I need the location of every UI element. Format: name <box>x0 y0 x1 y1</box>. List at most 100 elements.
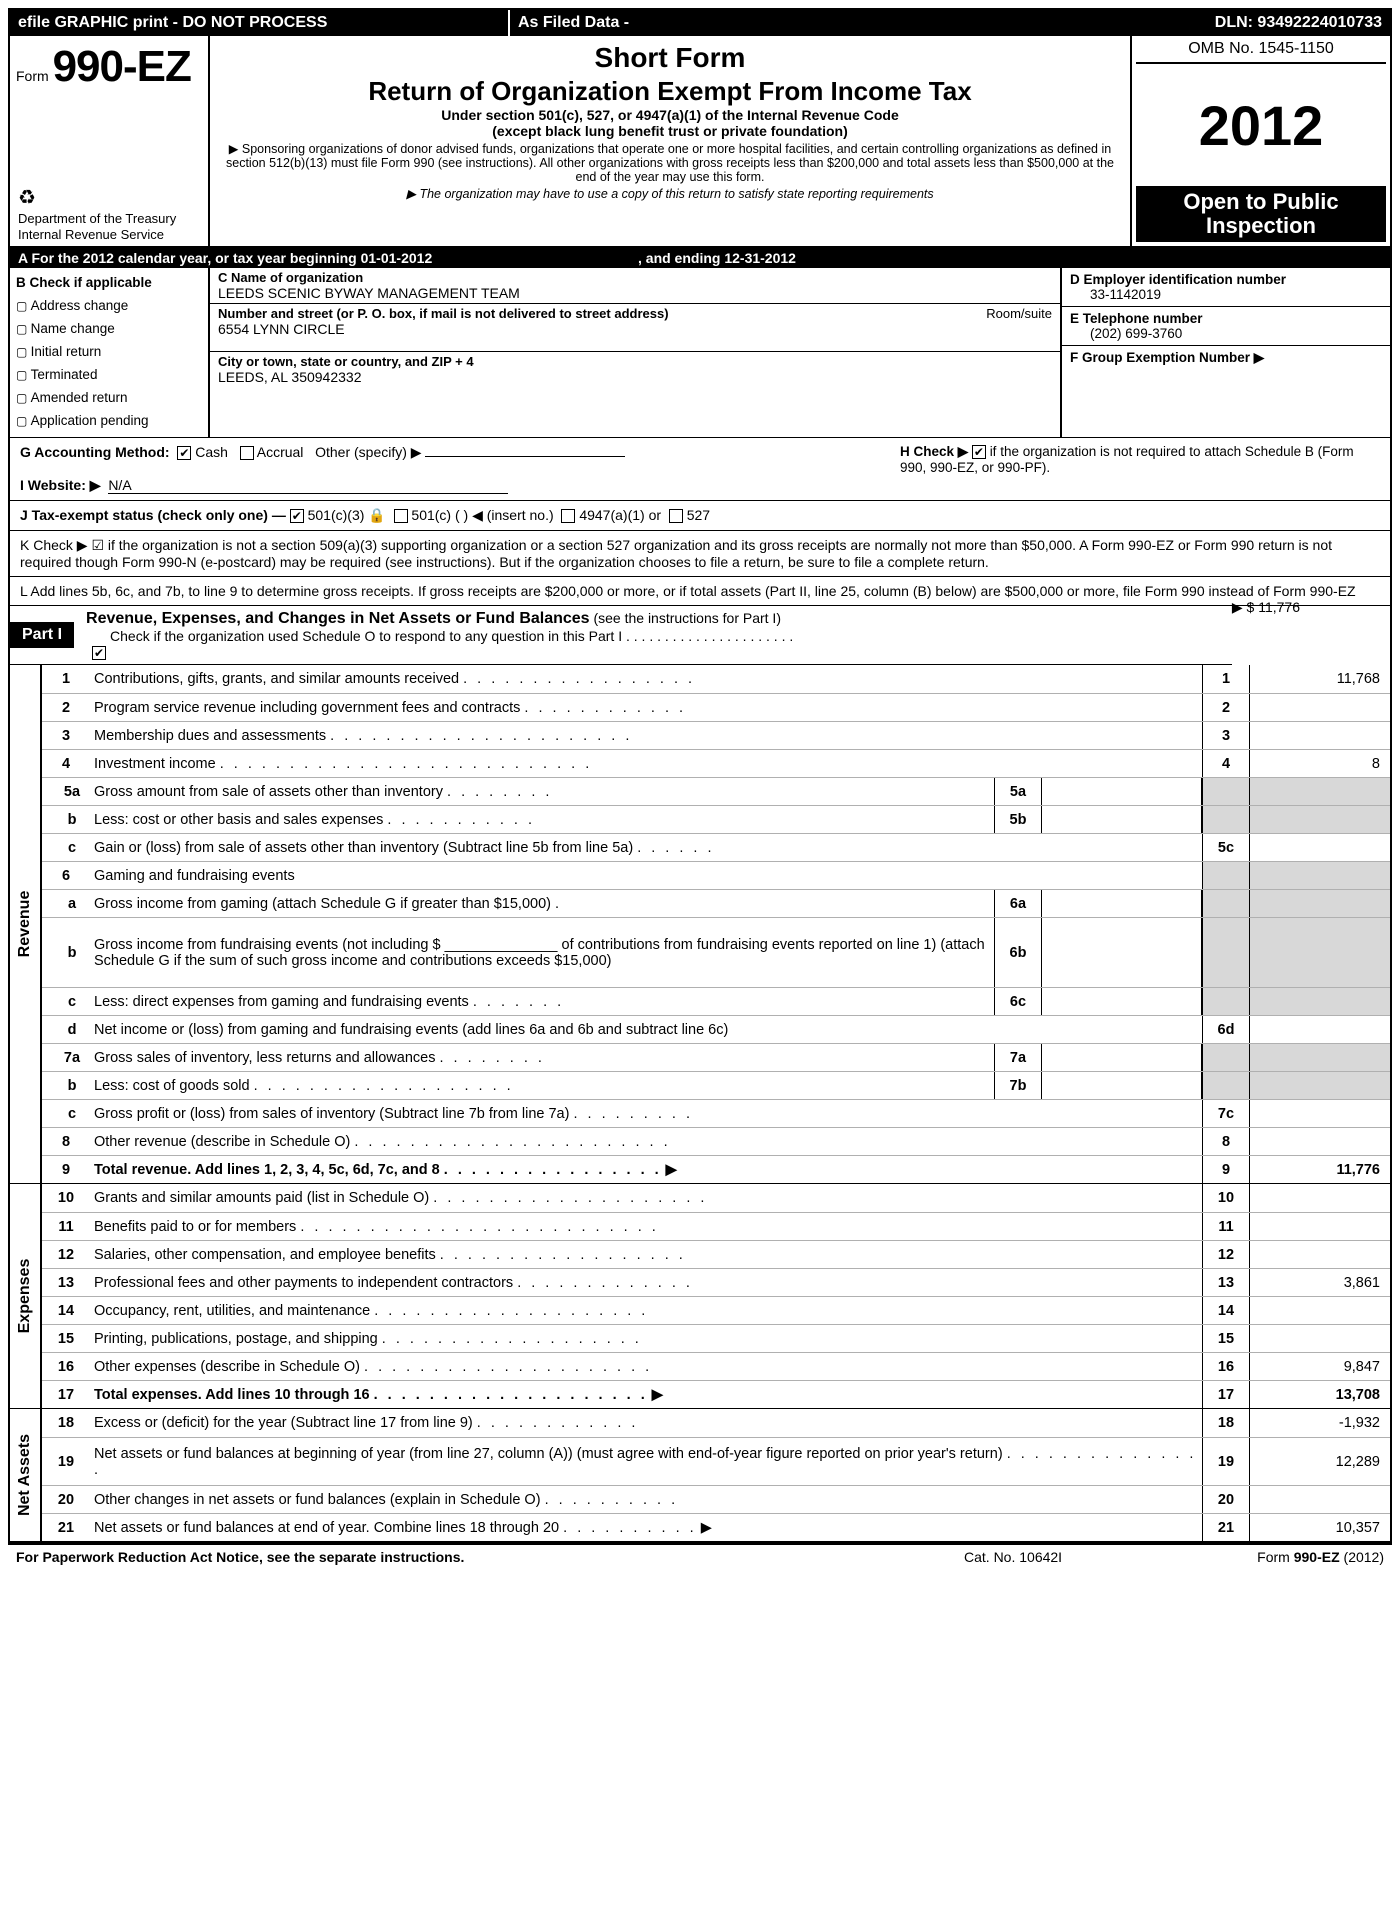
under-section: Under section 501(c), 527, or 4947(a)(1)… <box>220 107 1120 123</box>
h-block: H Check ▶ if the organization is not req… <box>900 444 1380 494</box>
accounting-block: G Accounting Method: Cash Accrual Other … <box>10 438 1390 501</box>
sponsor-note: Sponsoring organizations of donor advise… <box>220 141 1120 184</box>
val-7a <box>1042 1044 1202 1071</box>
ein-cell: D Employer identification number 33-1142… <box>1062 268 1390 307</box>
j-b: 501(c) ( ) ◀ (insert no.) <box>411 507 553 523</box>
cash-label: Cash <box>195 444 228 460</box>
cb-address-change[interactable]: Address change <box>16 295 202 318</box>
val-5b <box>1042 806 1202 833</box>
part1-title: Revenue, Expenses, and Changes in Net As… <box>86 610 590 627</box>
open-l1: Open to Public <box>1183 189 1338 214</box>
omb-number: OMB No. 1545-1150 <box>1136 40 1386 64</box>
city-label: City or town, state or country, and ZIP … <box>218 354 474 369</box>
group-exempt-label: F Group Exemption Number ▶ <box>1070 350 1382 366</box>
group-exempt-cell: F Group Exemption Number ▶ <box>1062 346 1390 370</box>
footer: For Paperwork Reduction Act Notice, see … <box>8 1545 1392 1569</box>
part1-check-text: Check if the organization used Schedule … <box>110 628 793 644</box>
line-10: 10 Grants and similar amounts paid (list… <box>42 1184 1390 1212</box>
part1-paren: (see the instructions for Part I) <box>593 610 781 626</box>
line-7c: c Gross profit or (loss) from sales of i… <box>42 1099 1390 1127</box>
line-11: 11 Benefits paid to or for members . . .… <box>42 1212 1390 1240</box>
form-header: Form 990-EZ ♻ Department of the Treasury… <box>10 36 1390 248</box>
cb-accrual[interactable] <box>240 446 254 460</box>
line-7a: 7a Gross sales of inventory, less return… <box>42 1043 1390 1071</box>
street-value: 6554 LYNN CIRCLE <box>218 321 345 337</box>
g-line: G Accounting Method: Cash Accrual Other … <box>20 444 900 494</box>
footer-left: For Paperwork Reduction Act Notice, see … <box>16 1549 964 1565</box>
part1-header: Part I Revenue, Expenses, and Changes in… <box>10 606 1232 665</box>
l-paragraph: L Add lines 5b, 6c, and 7b, to line 9 to… <box>10 577 1390 606</box>
cb-501c[interactable] <box>394 509 408 523</box>
j-line: J Tax-exempt status (check only one) — 5… <box>10 501 1390 531</box>
j-a: 501(c)(3) <box>308 507 365 523</box>
tax-year-end: , and ending 12-31-2012 <box>638 250 1382 266</box>
ein-label: D Employer identification number <box>1070 272 1382 287</box>
org-street-cell: Number and street (or P. O. box, if mail… <box>210 304 1060 352</box>
cb-terminated[interactable]: Terminated <box>16 364 202 387</box>
form-number: 990-EZ <box>53 42 191 91</box>
line-6c: c Less: direct expenses from gaming and … <box>42 987 1390 1015</box>
val-6b <box>1042 918 1202 987</box>
org-city-cell: City or town, state or country, and ZIP … <box>210 352 1060 437</box>
line-5a: 5a Gross amount from sale of assets othe… <box>42 777 1390 805</box>
dept-label: Department of the Treasury <box>18 211 198 226</box>
footer-form: Form 990-EZ (2012) <box>1164 1549 1384 1565</box>
line-9: 9 Total revenue. Total revenue. Add line… <box>42 1155 1390 1183</box>
short-form-title: Short Form <box>220 42 1120 74</box>
cb-initial-return[interactable]: Initial return <box>16 341 202 364</box>
val-7b <box>1042 1072 1202 1099</box>
val-6a <box>1042 890 1202 917</box>
cb-501c3[interactable] <box>290 509 304 523</box>
line-19: 19 Net assets or fund balances at beginn… <box>42 1437 1390 1485</box>
val-6c <box>1042 988 1202 1015</box>
except-note: (except black lung benefit trust or priv… <box>220 123 1120 139</box>
phone-label: E Telephone number <box>1070 311 1382 326</box>
expenses-side-label: Expenses <box>10 1184 42 1408</box>
cb-pending[interactable]: Application pending <box>16 410 202 433</box>
cb-schedule-o[interactable] <box>92 646 106 660</box>
efile-dln: DLN: 93492224010733 <box>1130 10 1390 36</box>
cb-schedule-b[interactable] <box>972 445 986 459</box>
part1-tag: Part I <box>10 622 74 648</box>
k-paragraph: K Check ▶ ☑ if the organization is not a… <box>10 531 1390 577</box>
netassets-side-label: Net Assets <box>10 1409 42 1541</box>
line-18: 18 Excess or (deficit) for the year (Sub… <box>42 1409 1390 1437</box>
form-container: efile GRAPHIC print - DO NOT PROCESS As … <box>8 8 1392 1545</box>
street-label: Number and street (or P. O. box, if mail… <box>218 306 669 321</box>
line-6a: a Gross income from gaming (attach Sched… <box>42 889 1390 917</box>
open-public: Open to Public Inspection <box>1136 186 1386 242</box>
line-1: 1 Contributions, gifts, grants, and simi… <box>42 665 1390 693</box>
col-b: B Check if applicable Address change Nam… <box>10 268 210 437</box>
i-label: I Website: ▶ <box>20 477 101 493</box>
cb-cash[interactable] <box>177 446 191 460</box>
cb-amended[interactable]: Amended return <box>16 387 202 410</box>
j-d: 527 <box>687 507 710 523</box>
g-label: G Accounting Method: <box>20 444 170 460</box>
cb-4947[interactable] <box>561 509 575 523</box>
netassets-section: Net Assets 18 Excess or (deficit) for th… <box>10 1409 1390 1543</box>
part1-title-block: Revenue, Expenses, and Changes in Net As… <box>74 606 1232 664</box>
cb-name-change[interactable]: Name change <box>16 318 202 341</box>
col-def: D Employer identification number 33-1142… <box>1060 268 1390 437</box>
col-b-header: B Check if applicable <box>16 272 202 295</box>
line-8: 8 Other revenue (describe in Schedule O)… <box>42 1127 1390 1155</box>
tax-year: 2012 <box>1136 64 1386 186</box>
j-c: 4947(a)(1) or <box>579 507 661 523</box>
cb-527[interactable] <box>669 509 683 523</box>
phone-value: (202) 699-3760 <box>1070 326 1382 341</box>
line-6b: b Gross income from fundraising events (… <box>42 917 1390 987</box>
other-label: Other (specify) ▶ <box>315 444 421 460</box>
revenue-side-label: Revenue <box>10 665 42 1183</box>
line-14: 14 Occupancy, rent, utilities, and maint… <box>42 1296 1390 1324</box>
l-amount: ▶ $ 11,776 <box>1232 599 1380 616</box>
other-specify-field[interactable] <box>425 456 625 457</box>
header-left: Form 990-EZ ♻ Department of the Treasury… <box>10 36 210 246</box>
val-5a <box>1042 778 1202 805</box>
line-13: 13 Professional fees and other payments … <box>42 1268 1390 1296</box>
city-value: LEEDS, AL 350942332 <box>218 369 362 385</box>
efile-left: efile GRAPHIC print - DO NOT PROCESS <box>10 10 510 36</box>
line-6d: d Net income or (loss) from gaming and f… <box>42 1015 1390 1043</box>
expenses-lines: 10 Grants and similar amounts paid (list… <box>42 1184 1390 1408</box>
org-name-label: C Name of organization <box>218 270 363 285</box>
copy-note: The organization may have to use a copy … <box>220 186 1120 201</box>
